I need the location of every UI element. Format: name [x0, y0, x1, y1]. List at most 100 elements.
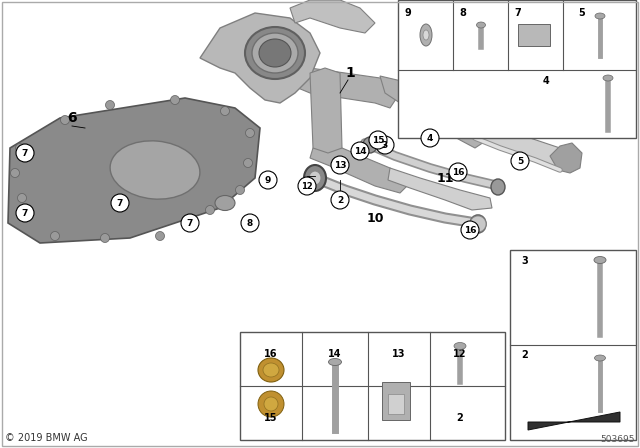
Text: 10: 10	[366, 211, 384, 224]
Text: 15: 15	[372, 135, 384, 145]
Circle shape	[421, 129, 439, 147]
Text: 7: 7	[22, 148, 28, 158]
Text: 16: 16	[464, 225, 476, 234]
Polygon shape	[388, 168, 492, 210]
Ellipse shape	[603, 75, 613, 81]
Circle shape	[369, 131, 387, 149]
Circle shape	[258, 391, 284, 417]
Circle shape	[246, 129, 255, 138]
FancyBboxPatch shape	[518, 24, 550, 46]
Circle shape	[61, 116, 70, 125]
Circle shape	[17, 194, 26, 202]
Polygon shape	[200, 13, 320, 103]
Ellipse shape	[594, 257, 606, 263]
Polygon shape	[450, 103, 570, 168]
Text: 9: 9	[404, 8, 412, 18]
Text: 8: 8	[460, 8, 467, 18]
Text: 3: 3	[382, 141, 388, 150]
Text: 2: 2	[522, 350, 529, 360]
Text: 7: 7	[515, 8, 522, 18]
Text: 12: 12	[301, 181, 313, 190]
Ellipse shape	[258, 358, 284, 382]
Circle shape	[111, 194, 129, 212]
Text: 16: 16	[264, 349, 278, 359]
Circle shape	[241, 214, 259, 232]
Polygon shape	[550, 143, 582, 173]
Ellipse shape	[215, 195, 235, 211]
Circle shape	[351, 142, 369, 160]
Circle shape	[17, 211, 26, 220]
Circle shape	[181, 214, 199, 232]
Circle shape	[331, 156, 349, 174]
Text: 11: 11	[436, 172, 454, 185]
Text: 3: 3	[522, 256, 529, 266]
Circle shape	[259, 171, 277, 189]
Text: 2: 2	[456, 413, 463, 423]
Text: 14: 14	[328, 349, 342, 359]
Text: 2: 2	[337, 195, 343, 204]
Circle shape	[106, 100, 115, 109]
Polygon shape	[298, 68, 400, 108]
Circle shape	[470, 216, 486, 232]
Text: 13: 13	[392, 349, 406, 359]
Circle shape	[376, 136, 394, 154]
Polygon shape	[380, 76, 490, 148]
Ellipse shape	[595, 355, 605, 361]
Text: 6: 6	[67, 111, 77, 125]
Ellipse shape	[304, 165, 326, 191]
Text: 7: 7	[117, 198, 123, 207]
Ellipse shape	[110, 141, 200, 199]
FancyBboxPatch shape	[240, 332, 505, 440]
Text: 503695: 503695	[600, 435, 635, 444]
FancyBboxPatch shape	[398, 0, 636, 138]
Circle shape	[221, 107, 230, 116]
Circle shape	[298, 177, 316, 195]
Ellipse shape	[259, 39, 291, 67]
Polygon shape	[310, 148, 410, 193]
Circle shape	[449, 163, 467, 181]
Ellipse shape	[454, 343, 466, 349]
Ellipse shape	[595, 13, 605, 19]
Ellipse shape	[328, 358, 342, 366]
Text: 13: 13	[333, 160, 346, 169]
Circle shape	[51, 232, 60, 241]
Ellipse shape	[420, 24, 432, 46]
Text: 5: 5	[579, 8, 586, 18]
Ellipse shape	[263, 363, 279, 377]
Circle shape	[16, 204, 34, 222]
Ellipse shape	[491, 179, 505, 195]
Circle shape	[100, 233, 109, 242]
Text: 7: 7	[187, 219, 193, 228]
Text: © 2019 BMW AG: © 2019 BMW AG	[5, 433, 88, 443]
Circle shape	[16, 144, 34, 162]
Circle shape	[243, 159, 253, 168]
FancyBboxPatch shape	[388, 394, 404, 414]
Ellipse shape	[477, 22, 486, 28]
Ellipse shape	[470, 215, 486, 233]
Polygon shape	[528, 412, 620, 430]
Circle shape	[205, 206, 214, 215]
Circle shape	[15, 143, 24, 152]
Ellipse shape	[363, 137, 377, 153]
Text: 9: 9	[265, 176, 271, 185]
Ellipse shape	[423, 30, 429, 40]
Text: 8: 8	[247, 219, 253, 228]
Polygon shape	[8, 98, 260, 243]
Ellipse shape	[309, 171, 321, 185]
Polygon shape	[290, 0, 375, 33]
Circle shape	[236, 185, 244, 194]
Text: 14: 14	[354, 146, 366, 155]
Circle shape	[170, 95, 179, 104]
Text: 5: 5	[517, 156, 523, 165]
Text: 1: 1	[345, 66, 355, 80]
Circle shape	[264, 397, 278, 411]
Text: 12: 12	[453, 349, 467, 359]
FancyBboxPatch shape	[510, 250, 636, 440]
Text: 4: 4	[427, 134, 433, 142]
Circle shape	[461, 221, 479, 239]
Text: 16: 16	[452, 168, 464, 177]
Ellipse shape	[245, 27, 305, 79]
FancyBboxPatch shape	[382, 382, 410, 420]
Circle shape	[10, 168, 19, 177]
Polygon shape	[310, 68, 342, 153]
